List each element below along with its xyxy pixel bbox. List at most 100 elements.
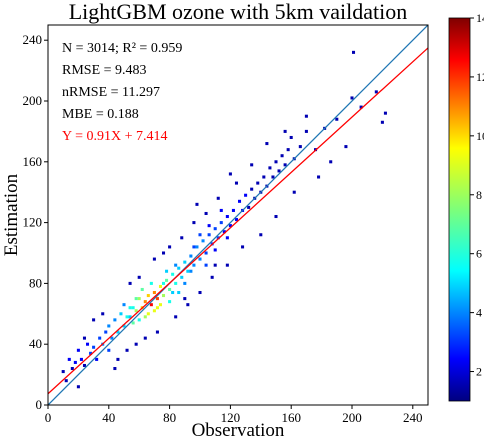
density-cell [76,348,80,352]
y-tick-label: 160 [23,154,43,169]
density-cell [265,142,269,146]
density-cell [207,233,211,237]
density-cell [289,135,293,139]
density-cell [201,239,205,243]
density-cell [219,221,223,225]
density-cell [119,312,123,316]
density-cell [101,312,105,316]
density-cell [186,303,190,307]
x-tick-label: 120 [221,410,241,425]
density-cell [82,336,86,340]
density-cell [329,160,333,164]
x-tick-label: 40 [102,410,115,425]
density-cell [225,263,229,267]
density-cell [283,129,287,133]
density-cell [143,300,147,304]
density-cell [98,336,102,340]
density-cell [304,129,308,133]
density-cell [183,297,187,301]
density-cell [183,281,187,285]
density-cell [131,321,135,325]
reference-lines [48,25,428,405]
density-cell [152,257,156,261]
density-cell [155,306,159,310]
density-cell [238,199,242,203]
density-cell [350,96,354,100]
density-cell [174,315,178,319]
density-cell [250,163,254,167]
density-cell [262,175,266,179]
colorbar-tick-label: 14 [476,11,484,25]
density-cell [64,379,68,383]
density-cell [192,263,196,267]
density-cell [374,90,378,94]
y-tick-label: 240 [23,32,43,47]
fit-line [48,47,428,395]
density-cell [234,218,238,222]
density-cell [241,245,245,249]
stats-annotations: N = 3014; R² = 0.959 RMSE = 9.483 nRMSE = … [62,41,182,144]
density-cell [92,345,96,349]
density-cell [207,224,211,228]
colorbar [448,17,471,402]
colorbar-tick-label: 4 [476,306,482,320]
y-axis-label: Estimation [1,173,22,256]
density-cell [134,309,138,313]
density-cell [234,181,238,185]
density-cell [280,154,284,158]
density-cell [143,336,147,340]
density-cell [213,248,217,252]
y-tick-label: 120 [23,215,43,230]
density-cell [225,236,229,240]
density-cell [171,291,175,295]
density-cell [292,190,296,194]
density-cell [244,193,248,197]
density-cell [228,224,232,228]
density-cell [250,187,254,191]
density-cell [192,245,196,249]
density-cell [189,254,193,258]
density-cell [128,315,132,319]
density-cell [86,342,90,346]
density-cell [134,297,138,301]
density-cell [104,330,108,334]
density-cell [283,163,287,167]
density-cell [79,357,83,361]
density-cell [107,348,111,352]
density-cell [344,145,348,149]
x-tick-label: 200 [342,410,362,425]
y-tick-label: 40 [29,336,42,351]
density-cell [155,330,159,334]
stat-annotation: MBE = 0.188 [62,107,139,122]
density-cell [192,221,196,225]
density-cell [171,272,175,276]
colorbar-tick-label: 8 [476,188,482,202]
density-cell [204,263,208,267]
density-cell [168,300,172,304]
density-cell [359,105,363,109]
density-cell [216,196,220,200]
chart-title: LightGBM ozone with 5km vaildation [69,0,408,24]
density-cell [177,291,181,295]
density-cell [286,148,290,152]
density-cell [149,303,153,307]
density-cell [189,269,193,273]
y-tick-label: 80 [29,275,42,290]
density-cell [125,315,129,319]
density-cell [110,336,114,340]
density-cell [107,324,111,328]
x-tick-label: 0 [45,410,52,425]
density-cell [204,251,208,255]
stat-annotation: Y = 0.91X + 7.414 [62,129,168,144]
density-cell [152,309,156,313]
y-axis-ticks: 0 40 80 120 160 200 240 [23,32,48,412]
density-cell [204,211,208,215]
x-axis-ticks: 0 40 80 120 160 200 240 [45,405,423,425]
density-cell [149,281,153,285]
density-cell [116,330,120,334]
density-cell [183,260,187,264]
density-cell [210,275,214,279]
density-cell [195,245,199,249]
density-cell [95,357,99,361]
